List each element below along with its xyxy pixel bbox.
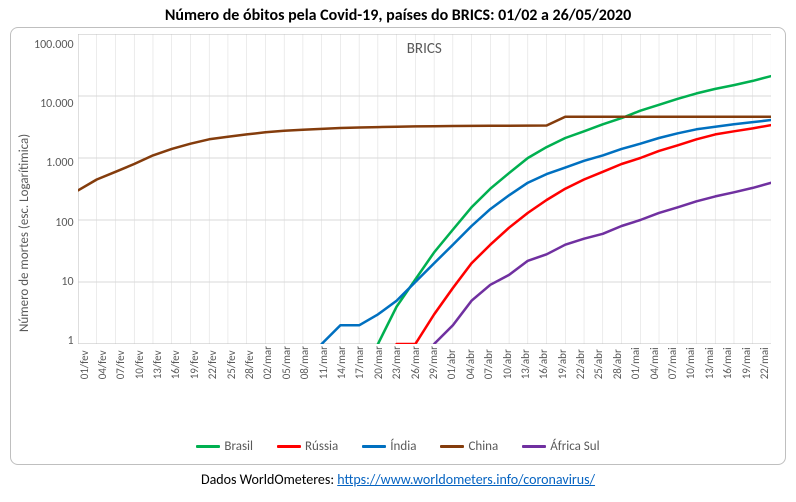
- x-tick-label: 29/mar: [427, 346, 440, 379]
- chart-container: Número de mortes (esc. Logarítimica) 100…: [10, 27, 786, 465]
- x-tick-label: 20/mar: [372, 346, 385, 379]
- x-tick-label: 16/fev: [169, 346, 182, 379]
- x-tick-label: 07/fev: [114, 346, 127, 379]
- footer-prefix: Dados WorldOmeteres:: [201, 471, 337, 488]
- x-tick-label: 08/mar: [298, 346, 311, 379]
- legend-label: Brasil: [224, 439, 253, 454]
- x-tick-label: 26/mar: [409, 346, 422, 379]
- x-axis-ticks: 01/fev 04/fev 07/fev 10/fev 13/fev 16/fev 19/f…: [78, 346, 771, 379]
- x-tick-label: 22/mai: [758, 346, 771, 379]
- x-tick-label: 14/mar: [335, 346, 348, 379]
- x-tick-label: 07/abr: [482, 346, 495, 379]
- legend-swatch: [362, 445, 386, 448]
- x-tick-label: 16/abr: [537, 346, 550, 379]
- x-tick-label: 01/mai: [629, 346, 642, 379]
- legend-item: Brasil: [196, 439, 253, 454]
- series-line: [78, 117, 771, 191]
- x-tick-label: 19/abr: [556, 346, 569, 379]
- x-tick-label: 16/mai: [721, 346, 734, 379]
- x-tick-label: 17/mar: [353, 346, 366, 379]
- chart-subtitle: BRICS: [407, 40, 442, 58]
- x-tick-label: 28/abr: [611, 346, 624, 379]
- x-tick-label: 10/fev: [133, 346, 146, 379]
- x-tick-label: 02/mar: [261, 346, 274, 379]
- x-tick-label: 13/mai: [703, 346, 716, 379]
- x-tick-label: 04/abr: [464, 346, 477, 379]
- legend-label: África Sul: [550, 439, 599, 454]
- x-tick-label: 01/abr: [445, 346, 458, 379]
- legend-label: Rússia: [305, 439, 338, 454]
- legend-item: Rússia: [277, 439, 338, 454]
- x-tick-label: 11/mar: [317, 346, 330, 379]
- x-tick-label: 22/abr: [574, 346, 587, 379]
- y-axis-label: Número de mortes (esc. Logarítimica): [15, 34, 34, 431]
- x-tick-label: 25/fev: [225, 346, 238, 379]
- y-tick-label: 1.000: [46, 156, 73, 170]
- x-tick-label: 19/fev: [188, 346, 201, 379]
- legend-swatch: [522, 445, 546, 448]
- plot-row: Número de mortes (esc. Logarítimica) 100…: [11, 28, 785, 431]
- x-tick-label: 07/mai: [666, 346, 679, 379]
- x-tick-label: 10/mai: [684, 346, 697, 379]
- y-tick-label: 100: [55, 216, 73, 230]
- data-source-link[interactable]: https://www.worldometers.info/coronaviru…: [337, 471, 595, 488]
- line-chart-svg: [78, 34, 771, 344]
- x-tick-label: 05/mar: [280, 346, 293, 379]
- x-tick-label: 23/mar: [390, 346, 403, 379]
- chart-title: Número de óbitos pela Covid-19, países d…: [0, 0, 796, 27]
- x-tick-label: 01/fev: [78, 346, 91, 379]
- legend-item: África Sul: [522, 439, 599, 454]
- legend-item: Índia: [362, 439, 416, 454]
- legend-swatch: [196, 445, 220, 448]
- y-tick-label: 10.000: [40, 97, 73, 111]
- legend: Brasil Rússia Índia China África Sul: [11, 431, 785, 464]
- x-tick-label: 19/mai: [740, 346, 753, 379]
- data-source-footer: Dados WorldOmeteres: https://www.worldom…: [0, 465, 796, 494]
- plot-area: BRICS 01/fev 04/fev 07/fev 10/fev 13/fev 16/f…: [78, 34, 771, 431]
- x-tick-label: 04/fev: [96, 346, 109, 379]
- x-tick-label: 25/abr: [592, 346, 605, 379]
- legend-label: Índia: [390, 439, 416, 454]
- legend-swatch: [277, 445, 301, 448]
- y-tick-label: 1: [67, 334, 73, 348]
- y-tick-label: 10: [61, 275, 73, 289]
- y-tick-label: 100.000: [34, 38, 74, 52]
- x-tick-label: 22/fev: [206, 346, 219, 379]
- x-tick-label: 28/fev: [243, 346, 256, 379]
- x-tick-label: 04/mai: [648, 346, 661, 379]
- legend-swatch: [440, 445, 464, 448]
- x-tick-label: 13/abr: [519, 346, 532, 379]
- legend-label: China: [468, 439, 498, 454]
- x-tick-label: 13/fev: [151, 346, 164, 379]
- x-tick-label: 10/abr: [501, 346, 514, 379]
- legend-item: China: [440, 439, 498, 454]
- y-axis-ticks: 100.000 10.000 1.000 100 10 1: [34, 38, 78, 348]
